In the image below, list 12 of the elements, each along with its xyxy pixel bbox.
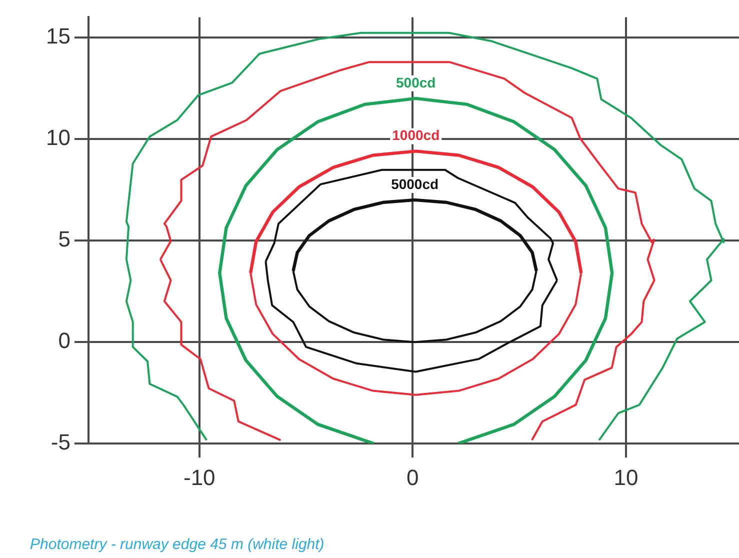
y-tick-label: 5: [58, 226, 70, 252]
text: Photometry - runway edge 45 m (white light): [30, 536, 324, 553]
y-tick-label: 15: [46, 24, 70, 49]
x-tick-label: 10: [614, 464, 638, 490]
y-tick-label: 0: [58, 328, 70, 354]
y-tick-label: -5: [50, 430, 70, 455]
x-tick-label: -10: [183, 464, 216, 490]
y-tick-label: 10: [46, 125, 70, 150]
series-label: 5000cd: [391, 176, 439, 192]
series-label: 1000cd: [392, 127, 440, 144]
series-label: 500cd: [396, 74, 436, 90]
x-tick-label: 0: [406, 464, 419, 490]
